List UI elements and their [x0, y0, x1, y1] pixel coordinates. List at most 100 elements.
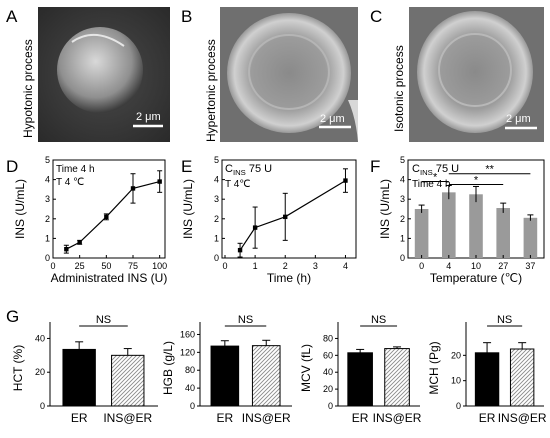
y-tick-label: 3: [214, 194, 219, 204]
chart-note: T 4℃: [225, 179, 251, 190]
chart-g-hct: G 0 20 40 HCT (%) ER INS@ER NS: [6, 307, 158, 425]
y-tick-label: 4: [400, 175, 405, 185]
chart-g-mcv: 0 20 40 60 80 MCV (fL) ER INS@ER NS: [299, 314, 422, 425]
y-tick-label: 2: [45, 214, 50, 224]
y-tick-label: 0: [456, 401, 461, 411]
data-point: [157, 179, 162, 184]
y-tick-label: 5: [45, 155, 50, 165]
x-tick-label: 1: [253, 261, 258, 271]
x-category-label: ER: [352, 411, 369, 425]
x-category-label: ER: [217, 411, 234, 425]
y-tick-label: 4: [214, 175, 219, 185]
x-tick-label: 0: [50, 261, 55, 271]
y-axis-label: MCV (fL): [299, 344, 313, 392]
cell-fold: [71, 34, 125, 47]
disc-center-ring: [438, 33, 512, 107]
scale-label: 2 μm: [136, 111, 161, 123]
bar: [210, 345, 240, 407]
y-tick-label: 0: [45, 253, 50, 263]
bar: [469, 194, 483, 258]
sphere-cell: [57, 27, 143, 113]
x-axis-label: Time (h): [267, 271, 311, 285]
panel-letter: A: [6, 7, 18, 26]
neighbor-cell-edge: [348, 100, 358, 142]
y-tick-label: 1: [214, 233, 219, 243]
x-tick-label: 0: [223, 261, 228, 271]
y-axis-label: INS (U/mL): [378, 179, 392, 239]
y-tick-label: 40: [323, 367, 333, 377]
x-tick-label: 0: [419, 261, 424, 271]
side-label: Isotonic process: [392, 45, 406, 132]
significance-label: *: [433, 172, 438, 184]
panel-letter: C: [370, 7, 382, 26]
x-tick-label: 25: [75, 261, 85, 271]
panel-b: B Hypertonic process 2 μm: [181, 7, 358, 142]
scale-label: 2 μm: [506, 113, 531, 125]
y-tick-label: 2: [400, 214, 405, 224]
x-tick-label: 4: [446, 261, 451, 271]
x-category-label: ER: [479, 411, 496, 425]
side-label: Hypertonic process: [204, 39, 218, 142]
y-tick-label: 80: [185, 365, 195, 375]
x-axis-label: Temperature (℃): [430, 271, 522, 285]
significance-label: NS: [238, 314, 253, 326]
chart-note: Time 4 h: [56, 164, 95, 175]
significance-label: **: [485, 164, 494, 176]
x-axis-label: Administrated INS (U): [51, 271, 168, 285]
x-category-label: INS@ER: [373, 411, 422, 425]
bar: [414, 209, 429, 258]
chart-g-mch: 0 10 20 MCH (Pg) ER INS@ER NS: [427, 314, 547, 425]
data-point: [283, 214, 288, 220]
panel-c: C Isotonic process 2 μm: [370, 7, 544, 142]
chart-note: CINS 75 U: [412, 163, 459, 177]
y-axis-label: HCT (%): [11, 345, 25, 391]
significance-label: NS: [371, 314, 386, 326]
bar: [523, 217, 538, 258]
y-tick-label: 5: [214, 155, 219, 165]
data-point: [252, 225, 258, 230]
data-point: [64, 246, 69, 252]
bar: [62, 348, 96, 407]
y-tick-label: 20: [35, 367, 45, 377]
x-tick-label: 100: [152, 261, 167, 271]
plot-frame: [52, 159, 166, 259]
chart-f: F 0 1 2 3 4 5 INS (U/mL) Temperature (℃) CINS 75 …: [370, 155, 545, 285]
bar: [509, 348, 535, 407]
y-axis-label: MCH (Pg): [427, 341, 441, 394]
data-point: [343, 178, 348, 183]
y-tick-label: 1: [45, 233, 50, 243]
y-tick-label: 80: [323, 333, 333, 343]
y-tick-label: 0: [400, 253, 405, 263]
y-tick-label: 0: [328, 401, 333, 411]
y-tick-label: 3: [400, 194, 405, 204]
x-tick-label: 75: [128, 261, 138, 271]
y-tick-label: 40: [35, 333, 45, 343]
y-tick-label: 120: [180, 347, 195, 357]
bar: [251, 345, 281, 407]
x-tick-label: 4: [343, 261, 348, 271]
bar: [442, 192, 456, 258]
panel-letter: G: [6, 307, 19, 326]
data-point: [130, 186, 136, 191]
chart-note: Time 4 h: [412, 179, 451, 190]
x-tick-label: 27: [498, 261, 508, 271]
bar: [474, 352, 500, 407]
y-tick-label: 1: [400, 233, 405, 243]
panel-letter: B: [181, 7, 192, 26]
plot-frame: [221, 159, 357, 259]
y-tick-label: 0: [40, 401, 45, 411]
bar: [111, 354, 145, 407]
series-line: [239, 180, 346, 251]
series-line: [66, 181, 160, 250]
scale-label: 2 μm: [320, 113, 345, 125]
panel-letter: F: [370, 157, 380, 176]
y-tick-label: 40: [185, 383, 195, 393]
chart-note: T 4 ℃: [56, 177, 84, 188]
chart-e: E 0 1 2 3 4 5 0 1 2 3 4 INS (U/mL) Time (h) CINS 75 U T…: [181, 155, 357, 285]
panel-letter: E: [181, 157, 192, 176]
data-point: [77, 240, 82, 245]
x-tick-label: 10: [471, 261, 481, 271]
x-tick-label: 50: [101, 261, 111, 271]
y-tick-label: 20: [323, 384, 333, 394]
